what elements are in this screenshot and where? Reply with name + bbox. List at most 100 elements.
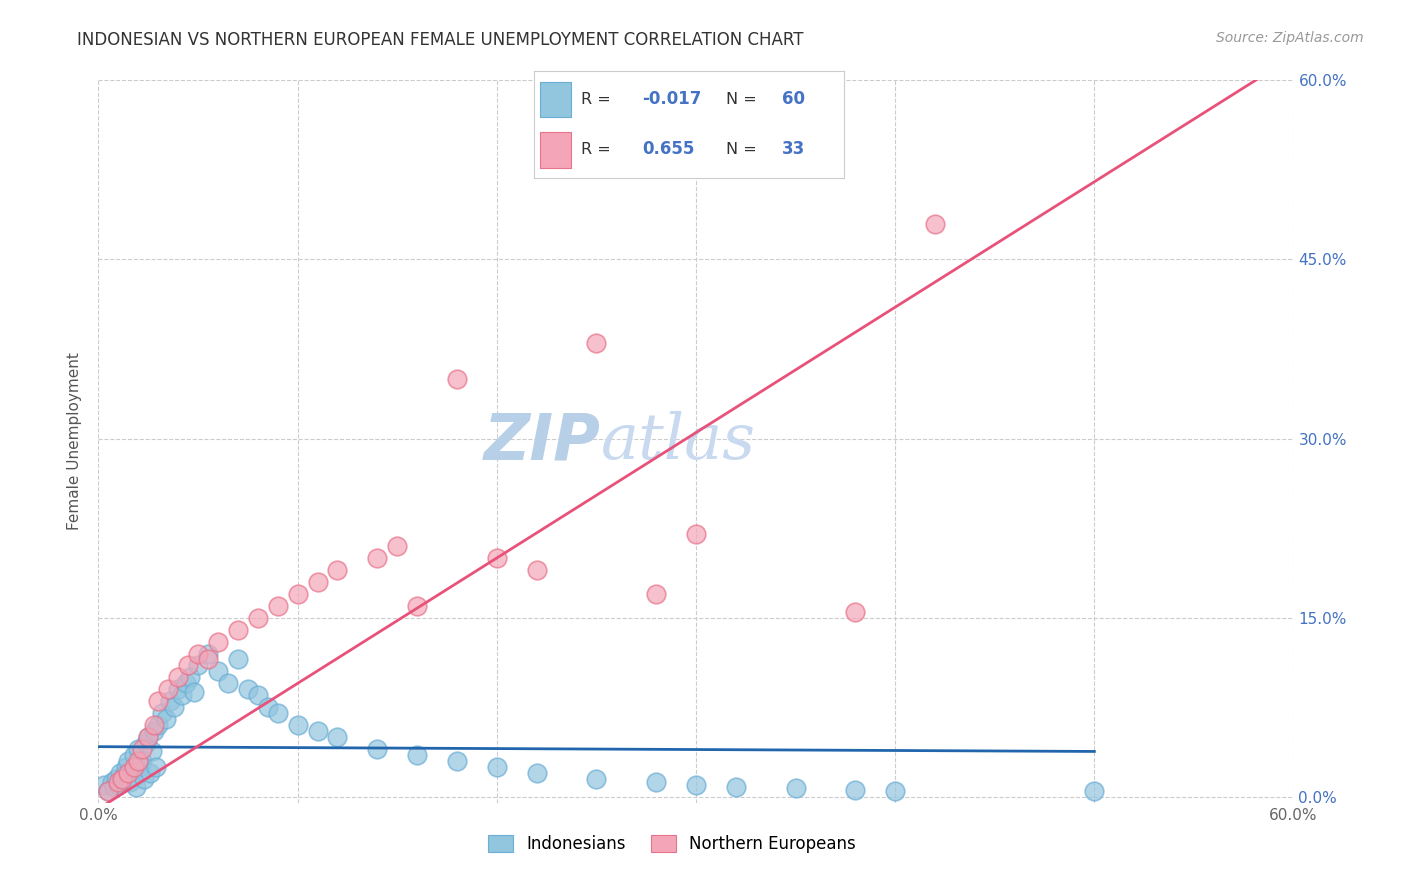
Point <box>924 217 946 231</box>
Point <box>884 784 907 798</box>
Point <box>385 539 409 553</box>
Point <box>131 742 153 756</box>
FancyBboxPatch shape <box>540 82 571 118</box>
Text: N =: N = <box>725 142 762 157</box>
Point <box>287 718 309 732</box>
Point <box>150 706 173 721</box>
Point <box>366 742 388 756</box>
Text: Source: ZipAtlas.com: Source: ZipAtlas.com <box>1216 31 1364 45</box>
Point <box>366 551 388 566</box>
Point <box>307 574 329 589</box>
FancyBboxPatch shape <box>540 132 571 168</box>
Point <box>645 587 668 601</box>
Point <box>163 700 186 714</box>
Point <box>120 775 142 789</box>
Text: R =: R = <box>581 92 616 107</box>
Point <box>207 665 229 679</box>
Point <box>134 772 156 786</box>
Point <box>117 754 139 768</box>
Point <box>307 724 329 739</box>
Text: R =: R = <box>581 142 616 157</box>
Point <box>155 712 177 726</box>
Point <box>121 764 143 778</box>
Text: -0.017: -0.017 <box>643 90 702 108</box>
Point <box>217 676 239 690</box>
Point <box>135 736 157 750</box>
Point <box>97 784 120 798</box>
Point <box>183 684 205 698</box>
Point <box>267 599 290 613</box>
Point <box>246 689 269 703</box>
Point <box>446 372 468 386</box>
Point <box>226 623 249 637</box>
Point <box>127 754 149 768</box>
Point <box>287 587 309 601</box>
Text: ZIP: ZIP <box>484 410 600 473</box>
Text: N =: N = <box>725 92 762 107</box>
Point <box>131 754 153 768</box>
Point <box>326 730 349 744</box>
Point <box>97 784 120 798</box>
Point <box>172 689 194 703</box>
Point <box>177 658 200 673</box>
Point <box>485 760 508 774</box>
Point <box>526 766 548 780</box>
Point <box>159 694 181 708</box>
Text: INDONESIAN VS NORTHERN EUROPEAN FEMALE UNEMPLOYMENT CORRELATION CHART: INDONESIAN VS NORTHERN EUROPEAN FEMALE U… <box>77 31 804 49</box>
Point <box>267 706 290 721</box>
Point <box>406 747 429 762</box>
Point <box>187 658 209 673</box>
Point <box>105 772 128 786</box>
Point <box>111 772 134 786</box>
Text: 60: 60 <box>782 90 804 108</box>
Point <box>157 682 180 697</box>
Point <box>143 724 166 739</box>
Point <box>236 682 259 697</box>
Point <box>93 778 115 792</box>
Point <box>112 768 135 782</box>
Point <box>129 760 152 774</box>
Point <box>785 781 807 796</box>
Point <box>844 782 866 797</box>
Point <box>139 766 162 780</box>
Point <box>585 772 607 786</box>
Point <box>585 336 607 351</box>
Point <box>124 747 146 762</box>
Legend: Indonesians, Northern Europeans: Indonesians, Northern Europeans <box>481 828 863 860</box>
Point <box>246 610 269 624</box>
Point <box>724 780 747 795</box>
Point <box>485 551 508 566</box>
Point <box>226 652 249 666</box>
Point <box>117 766 139 780</box>
Point <box>406 599 429 613</box>
Point <box>110 766 132 780</box>
Point <box>446 754 468 768</box>
Point <box>844 605 866 619</box>
Point <box>141 744 163 758</box>
Point <box>179 670 201 684</box>
Point <box>148 718 170 732</box>
Text: 0.655: 0.655 <box>643 141 695 159</box>
Point <box>148 694 170 708</box>
Point <box>145 760 167 774</box>
Point <box>167 682 190 697</box>
Point <box>645 775 668 789</box>
Point <box>136 730 159 744</box>
Point <box>143 718 166 732</box>
Point <box>107 778 129 792</box>
Point <box>326 563 349 577</box>
Point <box>111 772 134 786</box>
Point <box>125 780 148 795</box>
Point <box>1083 784 1105 798</box>
Point <box>167 670 190 684</box>
Point <box>124 760 146 774</box>
Point <box>103 780 125 795</box>
Point <box>115 760 138 774</box>
Point <box>197 652 219 666</box>
Point <box>127 742 149 756</box>
Point <box>685 778 707 792</box>
Text: atlas: atlas <box>600 410 755 473</box>
Point <box>197 647 219 661</box>
Point <box>256 700 278 714</box>
Point <box>101 775 124 789</box>
